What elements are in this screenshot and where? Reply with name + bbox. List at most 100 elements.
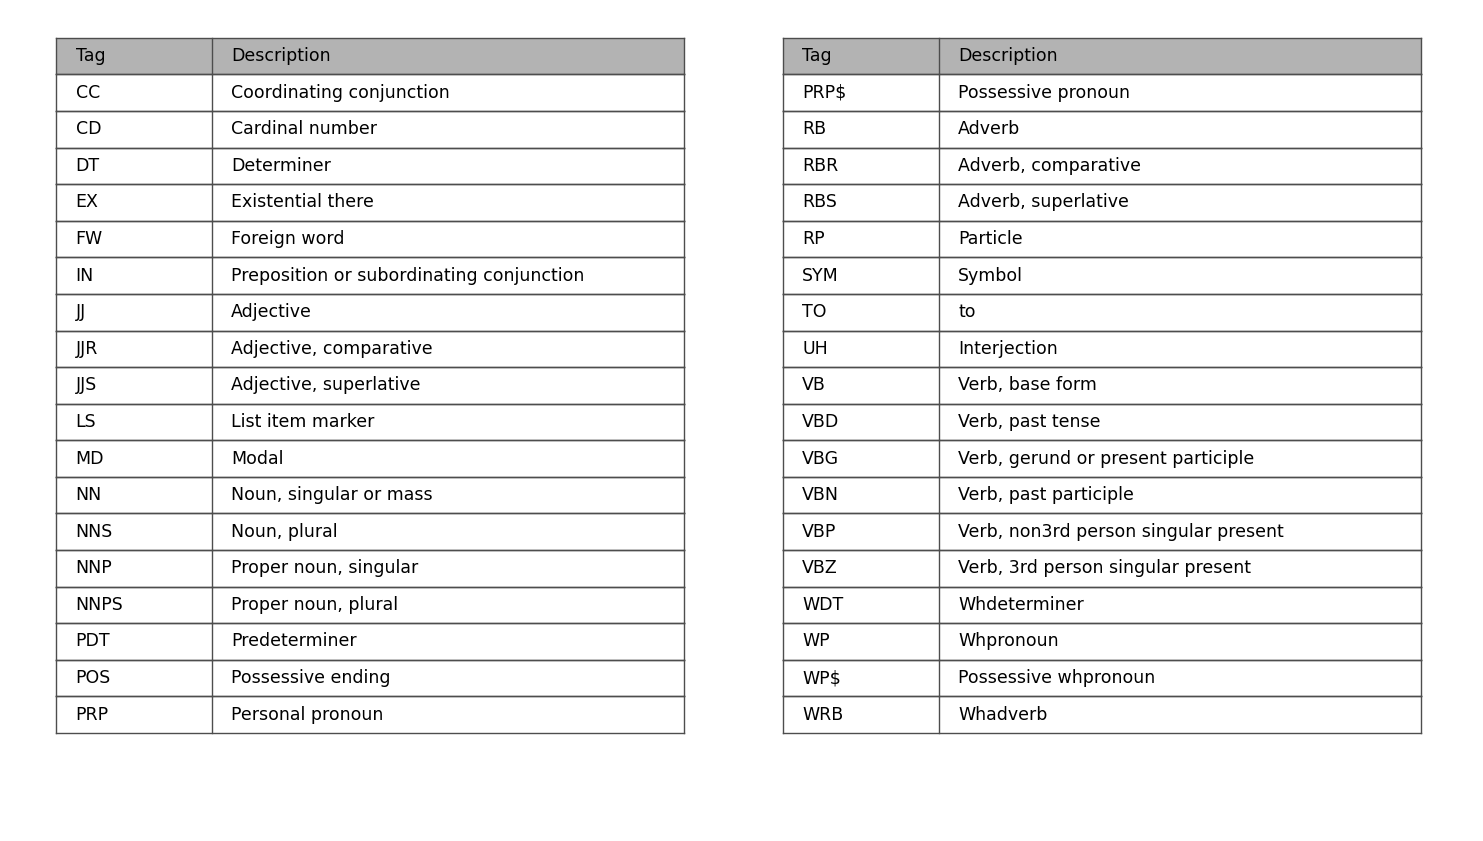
Text: JJR: JJR <box>76 340 98 357</box>
Bar <box>939 111 1421 148</box>
Text: WP$: WP$ <box>802 669 841 687</box>
Bar <box>56 367 212 404</box>
Bar <box>783 659 939 696</box>
Bar <box>56 75 212 111</box>
Bar <box>212 367 684 404</box>
Bar <box>56 111 212 148</box>
Text: Adverb, superlative: Adverb, superlative <box>958 193 1129 211</box>
Bar <box>212 184 684 221</box>
Text: Noun, plural: Noun, plural <box>231 523 338 541</box>
Bar <box>212 38 684 75</box>
Bar <box>212 696 684 733</box>
Bar <box>939 477 1421 513</box>
Text: NNP: NNP <box>76 559 113 577</box>
Bar <box>939 623 1421 659</box>
Text: RBS: RBS <box>802 193 838 211</box>
Bar <box>56 331 212 367</box>
Bar <box>56 38 212 75</box>
Bar <box>939 331 1421 367</box>
Text: Predeterminer: Predeterminer <box>231 632 357 650</box>
Bar <box>783 441 939 477</box>
Text: PDT: PDT <box>76 632 110 650</box>
Text: VB: VB <box>802 377 826 394</box>
Text: RBR: RBR <box>802 157 838 175</box>
Text: PRP: PRP <box>76 706 108 723</box>
Bar <box>783 623 939 659</box>
Bar <box>939 294 1421 331</box>
Text: VBG: VBG <box>802 450 839 468</box>
Bar <box>783 513 939 550</box>
Text: WP: WP <box>802 632 830 650</box>
Bar <box>212 148 684 184</box>
Bar <box>783 477 939 513</box>
Text: RB: RB <box>802 120 826 138</box>
Bar <box>783 257 939 294</box>
Text: JJS: JJS <box>76 377 96 394</box>
Bar <box>212 221 684 257</box>
Bar <box>939 587 1421 623</box>
Bar <box>783 404 939 441</box>
Bar <box>783 111 939 148</box>
Text: List item marker: List item marker <box>231 413 375 431</box>
Text: SYM: SYM <box>802 267 839 284</box>
Text: MD: MD <box>76 450 104 468</box>
Bar <box>212 513 684 550</box>
Bar <box>939 659 1421 696</box>
Text: RP: RP <box>802 230 825 248</box>
Bar <box>783 184 939 221</box>
Bar <box>212 331 684 367</box>
Text: Preposition or subordinating conjunction: Preposition or subordinating conjunction <box>231 267 584 284</box>
Text: Verb, base form: Verb, base form <box>958 377 1097 394</box>
Bar <box>783 331 939 367</box>
Text: VBP: VBP <box>802 523 836 541</box>
Bar <box>783 587 939 623</box>
Bar <box>939 367 1421 404</box>
Text: Adjective, comparative: Adjective, comparative <box>231 340 433 357</box>
Text: Adverb, comparative: Adverb, comparative <box>958 157 1140 175</box>
Bar <box>56 659 212 696</box>
Bar <box>56 148 212 184</box>
Text: Possessive pronoun: Possessive pronoun <box>958 84 1130 102</box>
Text: Adjective: Adjective <box>231 304 313 321</box>
Bar <box>56 587 212 623</box>
Text: IN: IN <box>76 267 93 284</box>
Bar <box>212 111 684 148</box>
Bar <box>212 659 684 696</box>
Text: NN: NN <box>76 486 102 504</box>
Text: Modal: Modal <box>231 450 283 468</box>
Text: Cardinal number: Cardinal number <box>231 120 377 138</box>
Text: Determiner: Determiner <box>231 157 331 175</box>
Text: Coordinating conjunction: Coordinating conjunction <box>231 84 451 102</box>
Bar <box>212 404 684 441</box>
Bar <box>939 184 1421 221</box>
Text: Noun, singular or mass: Noun, singular or mass <box>231 486 433 504</box>
Text: POS: POS <box>76 669 111 687</box>
Bar <box>939 221 1421 257</box>
Text: Adverb: Adverb <box>958 120 1020 138</box>
Bar <box>939 148 1421 184</box>
Bar <box>939 38 1421 75</box>
Text: WDT: WDT <box>802 596 844 614</box>
Bar <box>56 696 212 733</box>
Bar <box>212 477 684 513</box>
Text: Existential there: Existential there <box>231 193 374 211</box>
Text: NNS: NNS <box>76 523 113 541</box>
Text: Whdeterminer: Whdeterminer <box>958 596 1084 614</box>
Bar <box>56 404 212 441</box>
Text: Verb, non3rd person singular present: Verb, non3rd person singular present <box>958 523 1284 541</box>
Text: UH: UH <box>802 340 828 357</box>
Text: Verb, past participle: Verb, past participle <box>958 486 1134 504</box>
Bar <box>783 367 939 404</box>
Bar <box>212 75 684 111</box>
Text: Tag: Tag <box>802 47 832 65</box>
Text: Personal pronoun: Personal pronoun <box>231 706 384 723</box>
Bar <box>212 587 684 623</box>
Text: JJ: JJ <box>76 304 86 321</box>
Text: NNPS: NNPS <box>76 596 123 614</box>
Text: Whadverb: Whadverb <box>958 706 1047 723</box>
Text: Verb, past tense: Verb, past tense <box>958 413 1100 431</box>
Bar <box>56 441 212 477</box>
Bar <box>939 550 1421 587</box>
Text: Proper noun, plural: Proper noun, plural <box>231 596 399 614</box>
Text: CD: CD <box>76 120 101 138</box>
